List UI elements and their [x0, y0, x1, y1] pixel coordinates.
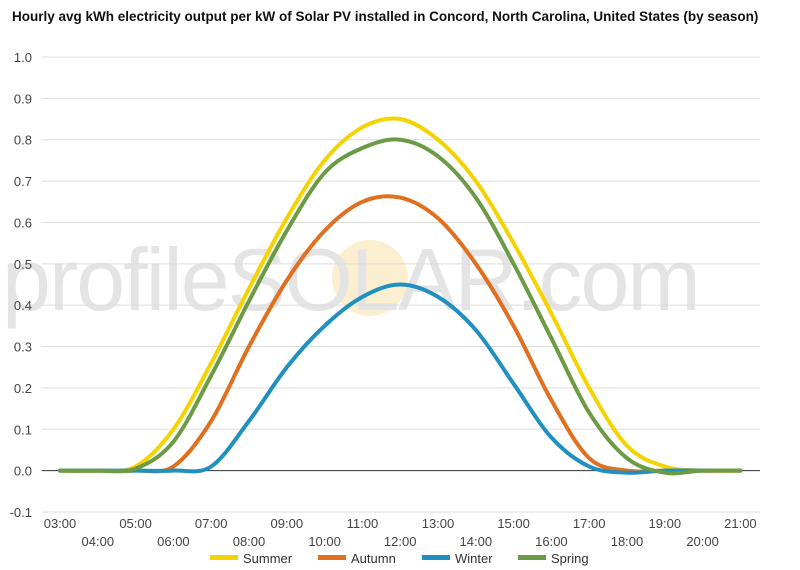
x-tick-label: 21:00	[724, 516, 757, 531]
series-lines	[58, 116, 743, 476]
series-line-summer	[58, 116, 743, 473]
legend-swatch	[210, 555, 238, 560]
y-tick-label: 0.1	[14, 422, 32, 437]
x-tick-label: 05:00	[119, 516, 152, 531]
x-tick-label: 07:00	[195, 516, 228, 531]
legend-label: Autumn	[351, 551, 396, 566]
series-line-winter	[58, 282, 743, 475]
legend-item-summer[interactable]: Summer	[210, 551, 293, 566]
legend[interactable]: Summer Autumn Winter Spring	[210, 551, 589, 566]
x-tick-label: 15:00	[497, 516, 530, 531]
legend-item-spring[interactable]: Spring	[518, 551, 589, 566]
y-tick-label: 0.2	[14, 381, 32, 396]
x-tick-label: 10:00	[308, 534, 341, 549]
legend-swatch	[422, 555, 450, 560]
y-tick-label: 0.9	[14, 91, 32, 106]
legend-item-winter[interactable]: Winter	[422, 551, 493, 566]
x-tick-label: 09:00	[271, 516, 304, 531]
legend-swatch	[318, 555, 346, 560]
y-tick-label: 0.6	[14, 215, 32, 230]
x-tick-label: 13:00	[422, 516, 455, 531]
x-tick-label: 16:00	[535, 534, 568, 549]
x-tick-label: 11:00	[347, 516, 379, 531]
watermark: profileSOLAR.com	[2, 230, 701, 329]
x-tick-label: 12:00	[384, 534, 417, 549]
x-tick-label: 19:00	[649, 516, 682, 531]
x-tick-label: 08:00	[233, 534, 266, 549]
y-tick-label: 1.0	[14, 50, 32, 65]
x-tick-label: 20:00	[686, 534, 719, 549]
legend-label: Summer	[243, 551, 293, 566]
watermark-text: profileSOLAR.com	[2, 230, 699, 329]
y-tick-label: 0.0	[14, 464, 32, 479]
y-tick-label: 0.7	[14, 174, 32, 189]
x-tick-label: 06:00	[157, 534, 190, 549]
y-tick-label: 0.3	[14, 340, 32, 355]
y-tick-label: 0.4	[14, 298, 32, 313]
x-tick-label: 03:00	[44, 516, 77, 531]
x-tick-label: 17:00	[573, 516, 606, 531]
series-line-autumn	[58, 194, 743, 474]
x-tick-label: 14:00	[460, 534, 493, 549]
y-tick-label: -0.1	[10, 505, 32, 520]
y-axis: -0.1 0.0 0.1 0.2 0.3 0.4 0.5 0.6 0.7 0.8 0.9 1.0	[10, 50, 32, 520]
x-tick-label: 04:00	[82, 534, 115, 549]
y-tick-label: 0.8	[14, 133, 32, 148]
x-axis: 03:00 04:00 05:00 06:00 07:00 08:00 09:00 10:00…	[44, 516, 757, 549]
legend-swatch	[518, 555, 546, 560]
legend-item-autumn[interactable]: Autumn	[318, 551, 396, 566]
y-tick-label: 0.5	[14, 257, 32, 272]
watermark-sun	[332, 240, 408, 316]
x-tick-label: 18:00	[611, 534, 644, 549]
legend-label: Winter	[455, 551, 493, 566]
series-line-spring	[58, 137, 743, 476]
chart-title: Hourly avg kWh electricity output per kW…	[12, 9, 759, 24]
legend-label: Spring	[551, 551, 589, 566]
